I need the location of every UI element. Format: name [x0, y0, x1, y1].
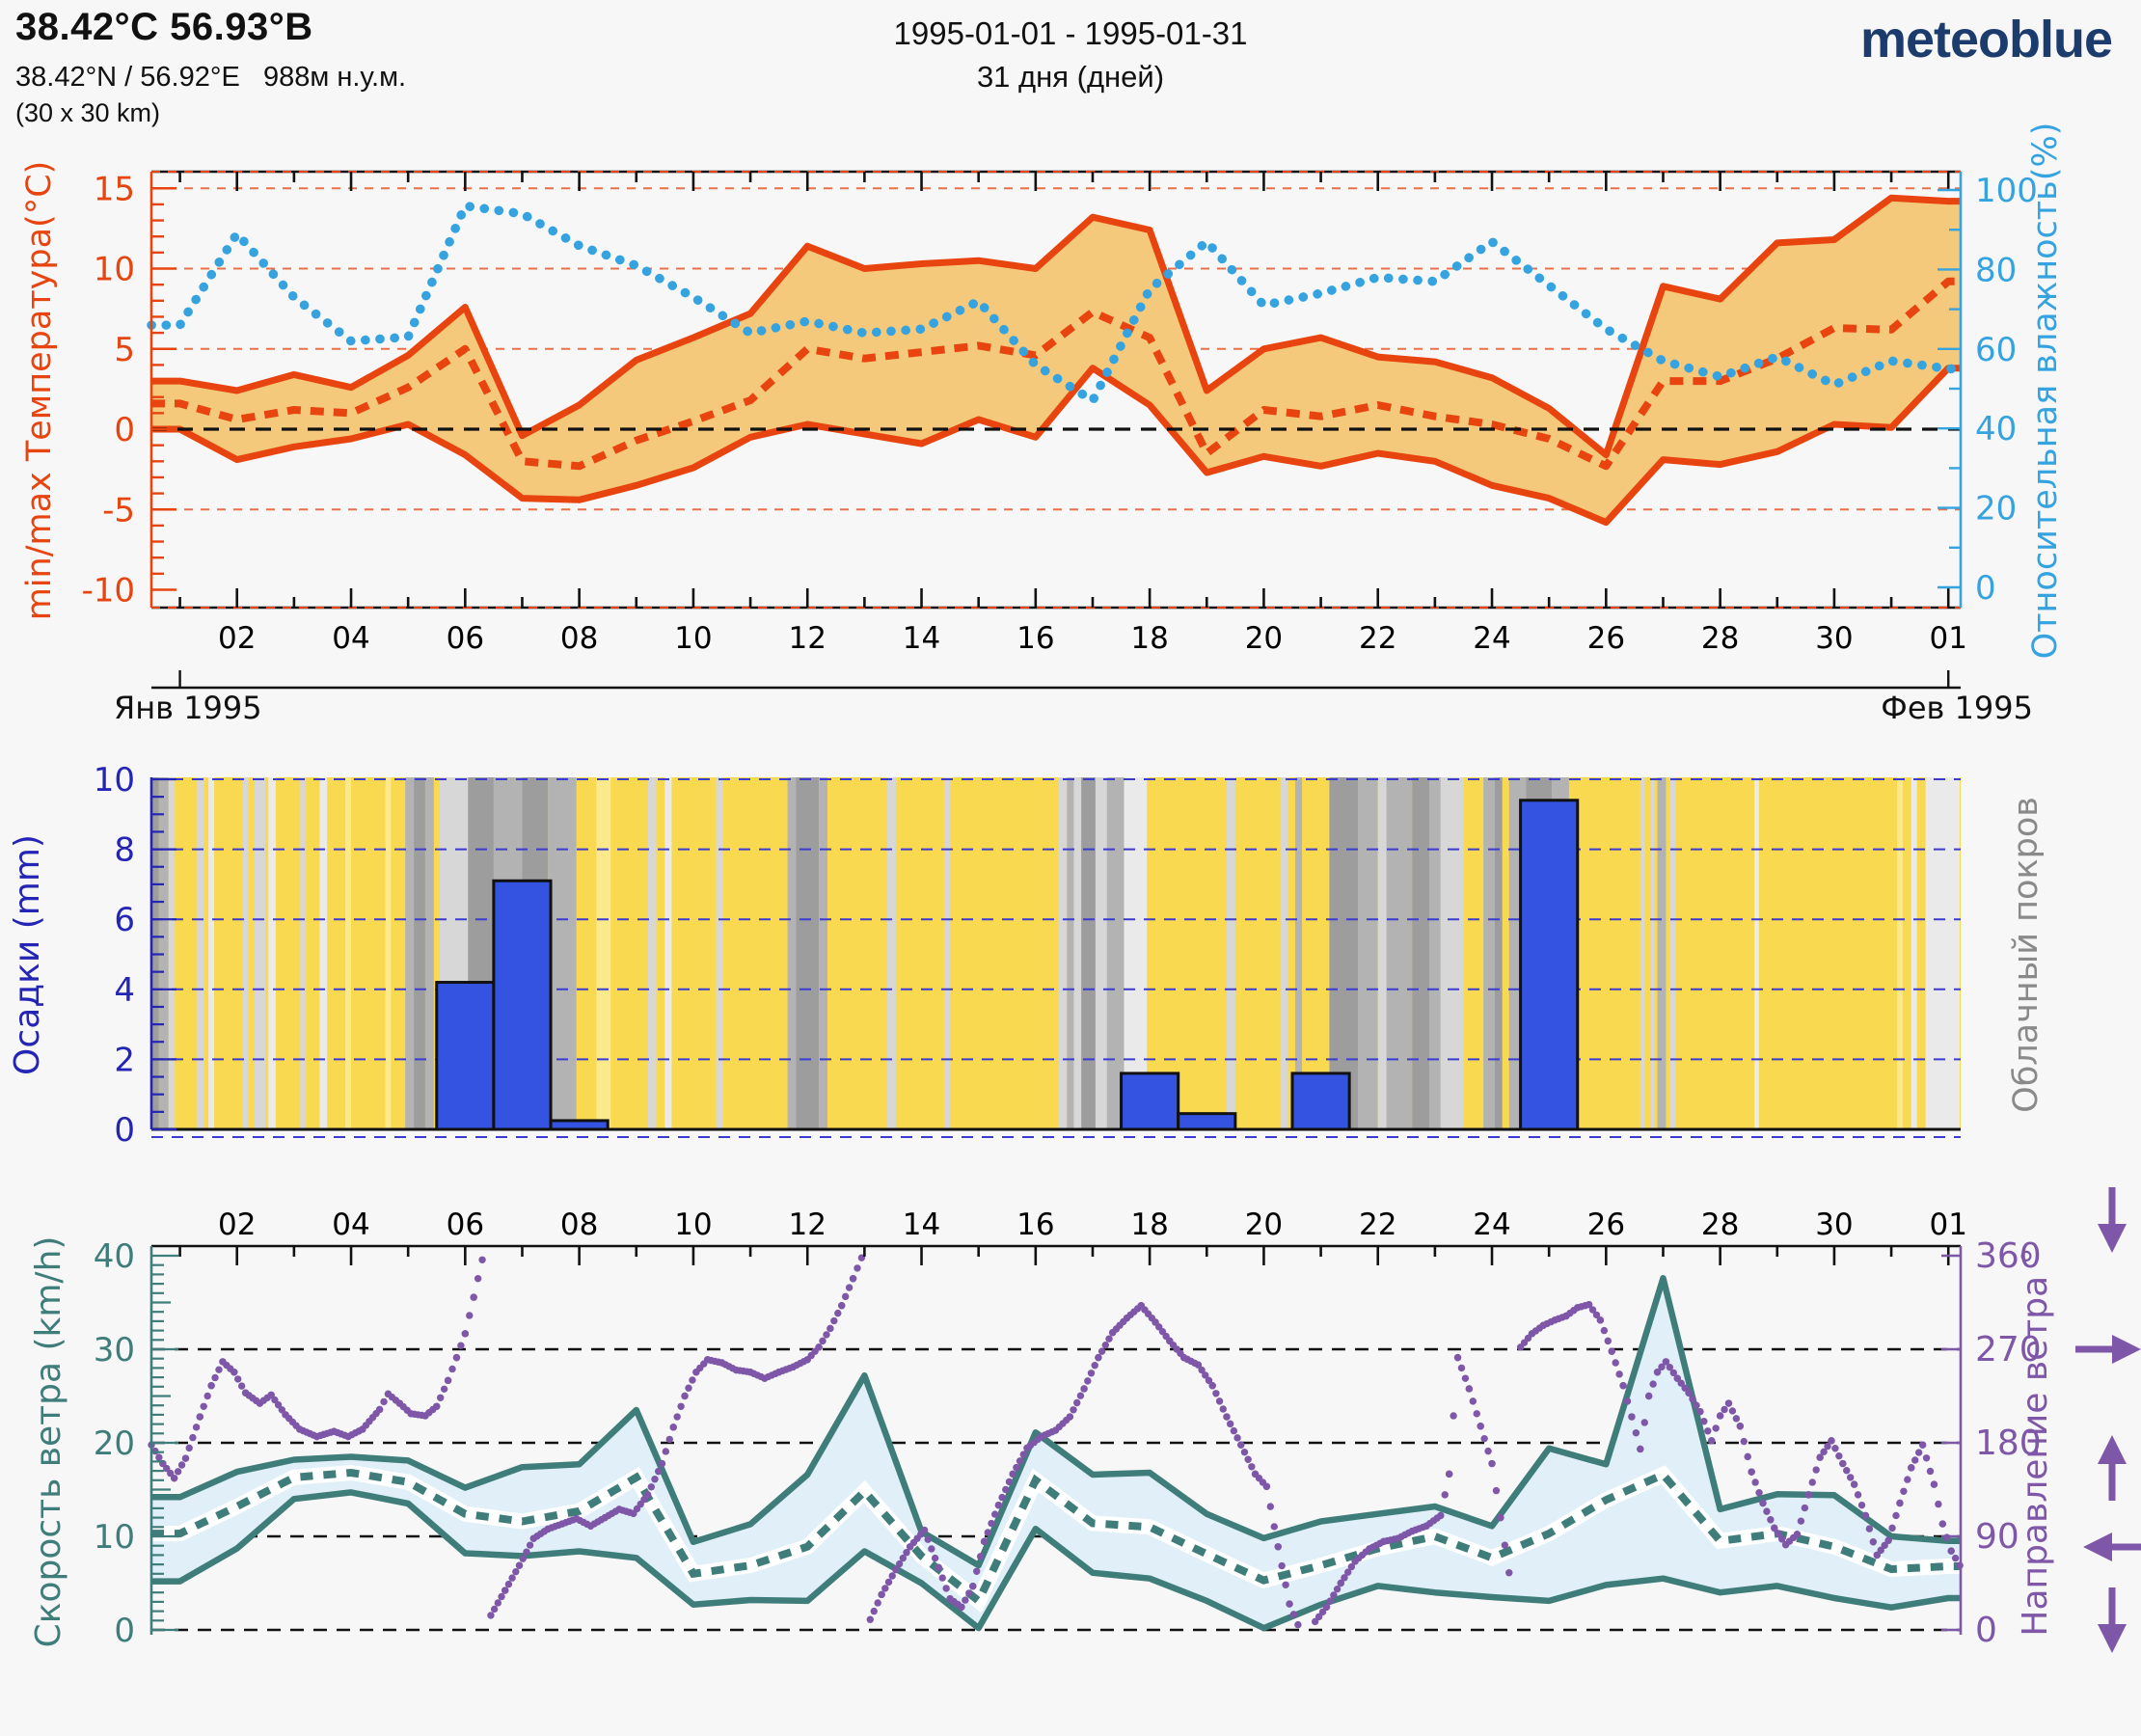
- svg-text:22: 22: [1359, 1207, 1396, 1242]
- svg-text:26: 26: [1587, 621, 1625, 656]
- axis-title-precipitation: Осадки (mm): [8, 834, 47, 1075]
- svg-text:-5: -5: [102, 491, 135, 529]
- svg-text:01: 01: [1929, 1207, 1966, 1242]
- wind-direction-arrow-icons: [2075, 1186, 2141, 1653]
- svg-text:10: 10: [674, 621, 712, 656]
- svg-text:6: 6: [114, 901, 135, 939]
- svg-text:60: 60: [1975, 331, 2017, 369]
- svg-text:0: 0: [114, 1612, 135, 1650]
- month-label-jan: Янв 1995: [114, 690, 262, 726]
- grid-resolution: (30 x 30 km): [15, 98, 161, 127]
- page-title: 38.42°С 56.93°В: [15, 6, 313, 48]
- svg-text:15: 15: [94, 170, 135, 208]
- svg-text:90: 90: [1975, 1517, 2019, 1557]
- month-label-feb: Фев 1995: [1881, 690, 2033, 726]
- svg-text:-10: -10: [81, 572, 135, 610]
- svg-text:12: 12: [788, 621, 826, 656]
- svg-text:0: 0: [114, 1111, 135, 1150]
- svg-text:24: 24: [1473, 621, 1510, 656]
- axis-title-cloud-cover: Облачный покров: [2007, 797, 2046, 1113]
- svg-text:0: 0: [114, 411, 135, 449]
- svg-text:04: 04: [332, 1207, 369, 1242]
- svg-text:08: 08: [560, 621, 598, 656]
- svg-text:28: 28: [1701, 1207, 1739, 1242]
- svg-text:02: 02: [218, 621, 256, 656]
- panel-temperature-humidity: 15 10 5 0 -5 -10 100 80 60 40 20 0 02 04 06 08 10 12 14 16 1…: [81, 170, 2038, 690]
- svg-text:8: 8: [114, 831, 135, 870]
- svg-text:20: 20: [94, 1424, 135, 1463]
- svg-text:20: 20: [1245, 621, 1283, 656]
- svg-text:14: 14: [903, 1207, 940, 1242]
- svg-text:30: 30: [1815, 1207, 1853, 1242]
- svg-text:24: 24: [1473, 1207, 1510, 1242]
- svg-text:180: 180: [1975, 1424, 2042, 1463]
- svg-text:06: 06: [447, 621, 484, 656]
- svg-text:18: 18: [1130, 621, 1168, 656]
- meteoblue-logo: meteoblue: [1859, 11, 2113, 68]
- location-coordinates: 38.42°N / 56.92°E 988м н.у.м.: [15, 62, 407, 93]
- svg-text:360: 360: [1975, 1236, 2042, 1276]
- svg-text:08: 08: [560, 1207, 598, 1242]
- panel-wind: 40 30 20 10 0 360 270 180 90 0 02 04 06 08 10 12 14 16 18 2…: [94, 1186, 2141, 1653]
- panel-precipitation-clouds: 10 8 6 4 2 0: [94, 761, 1961, 1150]
- svg-text:16: 16: [1016, 621, 1054, 656]
- axis-title-wind-direction: Направление ветра °: [2016, 1247, 2055, 1636]
- svg-text:28: 28: [1701, 621, 1739, 656]
- svg-text:26: 26: [1587, 1207, 1625, 1242]
- svg-text:18: 18: [1130, 1207, 1168, 1242]
- svg-text:10: 10: [94, 1518, 135, 1557]
- svg-text:06: 06: [447, 1207, 484, 1242]
- axis-title-humidity: Относительная влажность(%): [2026, 122, 2065, 660]
- svg-text:10: 10: [94, 251, 135, 289]
- svg-text:0: 0: [1975, 569, 1996, 608]
- days-count: 31 дня (дней): [976, 60, 1165, 94]
- svg-text:22: 22: [1359, 621, 1396, 656]
- svg-text:20: 20: [1245, 1207, 1283, 1242]
- svg-text:100: 100: [1975, 172, 2038, 210]
- wind-direction-dots: [148, 1254, 1964, 1629]
- svg-text:10: 10: [94, 761, 135, 800]
- svg-text:270: 270: [1975, 1330, 2042, 1370]
- svg-text:30: 30: [1815, 621, 1853, 656]
- svg-text:10: 10: [674, 1207, 712, 1242]
- svg-text:4: 4: [114, 971, 135, 1010]
- date-range: 1995-01-01 - 1995-01-31: [893, 15, 1248, 51]
- svg-text:40: 40: [1975, 410, 2017, 448]
- svg-text:02: 02: [218, 1207, 256, 1242]
- svg-text:04: 04: [332, 621, 369, 656]
- svg-text:20: 20: [1975, 490, 2017, 529]
- svg-text:5: 5: [114, 331, 135, 369]
- svg-text:01: 01: [1929, 621, 1966, 656]
- svg-text:40: 40: [94, 1237, 135, 1276]
- svg-text:14: 14: [903, 621, 940, 656]
- axis-title-temperature: min/max Температура(°C): [20, 161, 59, 621]
- svg-text:30: 30: [94, 1331, 135, 1370]
- svg-text:0: 0: [1975, 1611, 1997, 1650]
- svg-text:16: 16: [1016, 1207, 1054, 1242]
- axis-title-wind-speed: Скорость ветра (km/h): [29, 1236, 68, 1648]
- svg-text:2: 2: [114, 1041, 135, 1079]
- svg-text:12: 12: [788, 1207, 826, 1242]
- svg-text:80: 80: [1975, 251, 2017, 289]
